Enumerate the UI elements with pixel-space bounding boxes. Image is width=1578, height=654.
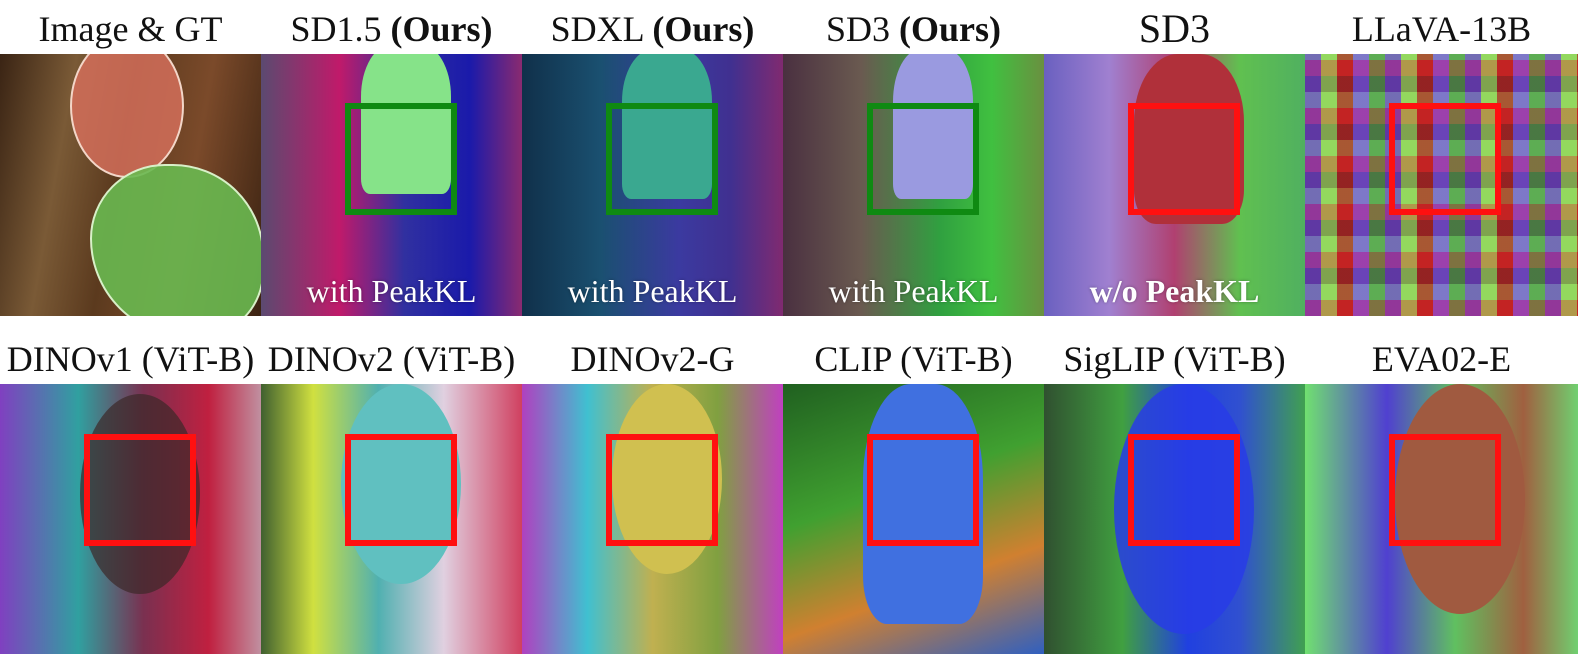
tile-dinov2-b: [261, 384, 522, 654]
tile-image-gt: [0, 54, 261, 316]
region-subject: [863, 384, 983, 624]
highlight-box: [84, 434, 196, 546]
label-image-gt: Image & GT: [38, 9, 223, 49]
top-tiles: with PeakKL with PeakKL with PeakKL: [0, 54, 1578, 316]
bottom-labels: DINOv1 (ViT-B) DINOv2 (ViT-B) DINOv2-G C…: [0, 330, 1578, 384]
label-dinov2-g: DINOv2-G: [570, 339, 735, 379]
highlight-box: [606, 103, 718, 215]
tile-sd3: w/o PeakKL: [1044, 54, 1305, 316]
label-sdxl-ours: (Ours): [652, 9, 755, 49]
label-sd3-ours-model: SD3: [825, 9, 891, 49]
label-sd3: SD3: [1044, 0, 1305, 54]
label-eva02: EVA02-E: [1371, 339, 1512, 379]
tile-clip: [783, 384, 1044, 654]
highlight-box: [867, 103, 979, 215]
tile-dinov1: [0, 384, 261, 654]
tile-eva02: [1305, 384, 1578, 654]
region-subject: [80, 394, 200, 594]
region-subject: [341, 384, 461, 584]
label-llava: LLaVA-13B: [1351, 9, 1532, 49]
label-sd15-model: SD1.5: [290, 9, 382, 49]
tile-siglip: [1044, 384, 1305, 654]
caption-sd15: with PeakKL: [306, 273, 477, 309]
pixel-noise: [1305, 54, 1578, 316]
highlight-box: [1128, 434, 1240, 546]
bottom-tiles: [0, 384, 1578, 654]
region-subject: [361, 54, 451, 194]
tile-sdxl: with PeakKL: [522, 54, 783, 316]
label-dinov2-b: DINOv2 (ViT-B): [267, 339, 516, 379]
feature-map-llava: [1305, 54, 1578, 316]
region-subject: [1395, 384, 1525, 614]
region-subject: [622, 54, 712, 199]
caption-sd3-ours: with PeakKL: [828, 273, 999, 309]
caption-sd3: w/o PeakKL: [1089, 273, 1260, 309]
label-sd15-ours: (Ours): [390, 9, 493, 49]
label-sd3-ours: SD3 (Ours): [783, 0, 1044, 54]
label-sd3-ours-tag: (Ours): [899, 9, 1002, 49]
label-siglip: SigLIP (ViT-B): [1063, 339, 1286, 379]
top-labels: Image & GT SD1.5 (Ours) SDXL (Ours) SD3 …: [0, 0, 1578, 54]
tile-sd15: with PeakKL: [261, 54, 522, 316]
caption-sdxl: with PeakKL: [567, 273, 738, 309]
tile-dinov2-g: [522, 384, 783, 654]
gt-mask-dog: [90, 164, 261, 316]
region-subject: [1114, 384, 1254, 634]
region-subject: [893, 54, 973, 199]
label-dinov1: DINOv1 (ViT-B): [6, 339, 255, 379]
tile-sd3-ours: with PeakKL: [783, 54, 1044, 316]
region-subject: [1134, 54, 1244, 224]
highlight-box: [345, 434, 457, 546]
label-sd3-text: SD3: [1138, 6, 1211, 51]
label-sdxl-model: SDXL: [550, 9, 644, 49]
highlight-box: [345, 103, 457, 215]
highlight-box: [1389, 103, 1501, 215]
highlight-box: [1389, 434, 1501, 546]
highlight-box: [867, 434, 979, 546]
label-sd15: SD1.5 (Ours): [261, 0, 522, 54]
highlight-box: [606, 434, 718, 546]
label-clip: CLIP (ViT-B): [814, 339, 1013, 379]
highlight-box: [1128, 103, 1240, 215]
label-sdxl: SDXL (Ours): [522, 0, 783, 54]
tile-llava: [1305, 54, 1578, 316]
